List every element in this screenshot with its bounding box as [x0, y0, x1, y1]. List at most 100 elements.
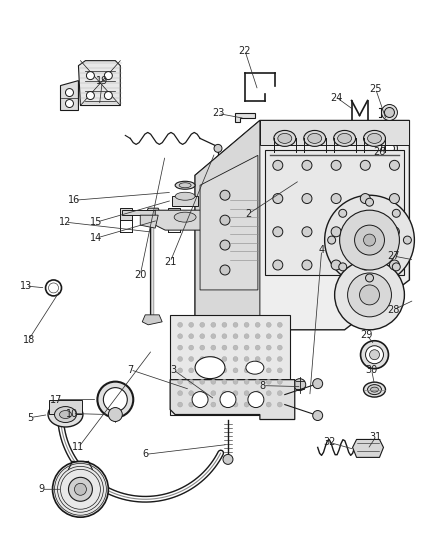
- Polygon shape: [265, 150, 404, 275]
- Text: 25: 25: [369, 84, 382, 94]
- Circle shape: [244, 402, 249, 407]
- Circle shape: [233, 402, 238, 407]
- Text: 14: 14: [90, 233, 102, 243]
- Text: 8: 8: [260, 381, 266, 391]
- Circle shape: [366, 198, 374, 206]
- Text: 5: 5: [28, 413, 34, 423]
- Circle shape: [178, 357, 183, 361]
- Ellipse shape: [364, 131, 385, 147]
- Circle shape: [339, 210, 399, 270]
- Circle shape: [178, 334, 183, 338]
- Circle shape: [220, 190, 230, 200]
- Circle shape: [273, 227, 283, 237]
- Circle shape: [222, 379, 227, 384]
- Text: 18: 18: [22, 335, 35, 345]
- Circle shape: [244, 368, 249, 373]
- Circle shape: [200, 322, 205, 327]
- Circle shape: [302, 227, 312, 237]
- Text: 26: 26: [373, 147, 386, 157]
- Ellipse shape: [274, 131, 296, 147]
- Circle shape: [266, 322, 271, 327]
- Circle shape: [211, 402, 216, 407]
- Ellipse shape: [48, 402, 83, 427]
- Circle shape: [266, 402, 271, 407]
- Polygon shape: [168, 208, 180, 220]
- Circle shape: [211, 391, 216, 395]
- Circle shape: [277, 345, 283, 350]
- Text: 30: 30: [365, 365, 378, 375]
- Circle shape: [222, 357, 227, 361]
- Ellipse shape: [278, 133, 292, 143]
- Circle shape: [360, 285, 379, 305]
- Text: 16: 16: [68, 195, 81, 205]
- Text: 12: 12: [59, 217, 72, 227]
- Polygon shape: [60, 80, 78, 110]
- Circle shape: [366, 274, 374, 282]
- Text: 3: 3: [170, 365, 176, 375]
- Text: 24: 24: [330, 93, 343, 102]
- Circle shape: [360, 227, 370, 237]
- Circle shape: [211, 322, 216, 327]
- Circle shape: [233, 357, 238, 361]
- Circle shape: [222, 368, 227, 373]
- Circle shape: [385, 143, 395, 154]
- Text: 29: 29: [360, 330, 373, 340]
- Polygon shape: [122, 210, 178, 215]
- Circle shape: [200, 334, 205, 338]
- Text: 31: 31: [369, 432, 381, 442]
- Bar: [49, 400, 82, 414]
- Text: 28: 28: [387, 305, 399, 315]
- Circle shape: [244, 322, 249, 327]
- Ellipse shape: [195, 357, 225, 378]
- Circle shape: [66, 88, 74, 96]
- Circle shape: [339, 263, 347, 271]
- Circle shape: [178, 368, 183, 373]
- Bar: [172, 196, 198, 206]
- Text: 6: 6: [142, 449, 148, 459]
- Polygon shape: [195, 120, 410, 330]
- Circle shape: [178, 322, 183, 327]
- Polygon shape: [155, 210, 215, 230]
- Circle shape: [277, 357, 283, 361]
- Circle shape: [266, 334, 271, 338]
- Circle shape: [277, 402, 283, 407]
- Circle shape: [277, 368, 283, 373]
- Polygon shape: [142, 315, 162, 325]
- Polygon shape: [170, 379, 295, 419]
- Ellipse shape: [371, 387, 378, 392]
- Circle shape: [223, 455, 233, 464]
- Polygon shape: [140, 215, 158, 228]
- Circle shape: [255, 391, 260, 395]
- Text: 7: 7: [127, 365, 134, 375]
- Circle shape: [233, 334, 238, 338]
- Circle shape: [360, 193, 370, 204]
- Circle shape: [302, 260, 312, 270]
- Circle shape: [335, 260, 404, 330]
- Circle shape: [189, 368, 194, 373]
- Ellipse shape: [338, 133, 352, 143]
- Circle shape: [273, 160, 283, 171]
- Circle shape: [53, 462, 108, 517]
- Circle shape: [233, 345, 238, 350]
- Circle shape: [189, 379, 194, 384]
- Text: 2: 2: [245, 209, 251, 219]
- Circle shape: [214, 159, 222, 167]
- Circle shape: [233, 379, 238, 384]
- Circle shape: [277, 322, 283, 327]
- Circle shape: [331, 227, 341, 237]
- Polygon shape: [120, 208, 132, 220]
- Circle shape: [389, 260, 399, 270]
- Ellipse shape: [179, 183, 191, 188]
- Ellipse shape: [334, 131, 356, 147]
- Circle shape: [211, 379, 216, 384]
- Circle shape: [248, 392, 264, 408]
- Circle shape: [211, 345, 216, 350]
- Circle shape: [222, 402, 227, 407]
- Ellipse shape: [246, 361, 264, 374]
- Ellipse shape: [174, 212, 196, 222]
- Text: 20: 20: [134, 270, 146, 280]
- Circle shape: [200, 345, 205, 350]
- Circle shape: [331, 193, 341, 204]
- Circle shape: [294, 378, 306, 391]
- Circle shape: [178, 391, 183, 395]
